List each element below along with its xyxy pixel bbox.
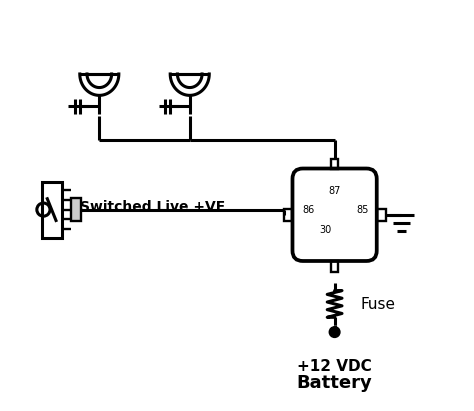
Text: 86: 86 (303, 206, 315, 215)
Text: Fuse: Fuse (360, 298, 395, 312)
Text: 30: 30 (319, 225, 331, 235)
Text: +12 VDC: +12 VDC (297, 359, 372, 374)
Bar (71, 199, 81, 221)
Bar (42, 182, 62, 238)
Text: 87: 87 (328, 186, 341, 196)
Text: 85: 85 (356, 206, 369, 215)
Text: Battery: Battery (297, 374, 372, 392)
Text: Switched Live +VE: Switched Live +VE (80, 200, 225, 214)
Bar (331, 159, 338, 169)
Bar (331, 261, 338, 272)
Bar (283, 209, 292, 221)
Circle shape (329, 327, 340, 337)
Bar (377, 209, 386, 221)
